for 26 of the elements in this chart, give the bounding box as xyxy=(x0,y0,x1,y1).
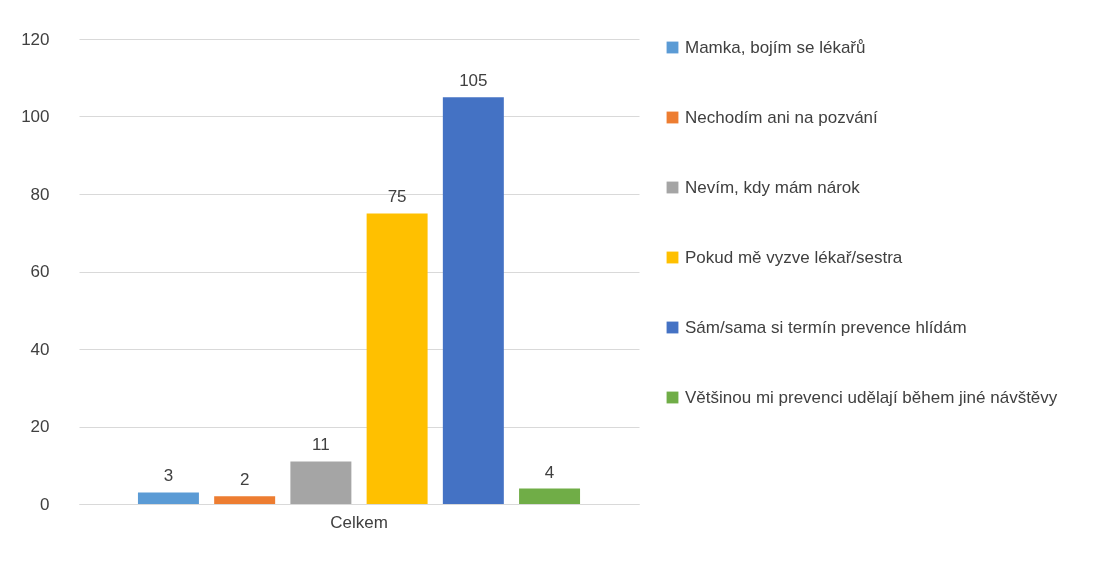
bar xyxy=(442,97,504,504)
y-tick-label: 0 xyxy=(40,494,50,514)
y-tick-label: 80 xyxy=(30,184,50,204)
y-tick-label: 100 xyxy=(21,107,50,126)
data-label: 4 xyxy=(544,462,555,482)
legend-label: Nechodím ani na pozvání xyxy=(685,107,879,127)
legend-label: Sám/sama si termín prevence hlídám xyxy=(685,317,967,337)
legend-label: Mamka, bojím se lékařů xyxy=(685,37,866,57)
legend-label: Většinou mi prevenci udělají během jiné návštěvy xyxy=(685,387,1058,407)
y-tick-label: 60 xyxy=(30,262,50,281)
bar xyxy=(519,488,581,504)
data-label: 3 xyxy=(163,466,174,486)
legend-label: Pokud mě vyzve lékař/sestra xyxy=(685,247,903,267)
bar xyxy=(290,461,352,504)
data-label: 105 xyxy=(459,71,488,91)
data-label: 75 xyxy=(387,187,407,207)
legend-label: Nevím, kdy mám nárok xyxy=(685,177,861,197)
data-label: 11 xyxy=(312,435,330,455)
bar xyxy=(214,496,276,504)
bar xyxy=(366,213,428,504)
y-tick-label: 20 xyxy=(30,417,50,436)
data-label: 2 xyxy=(239,470,250,490)
y-tick-label: 120 xyxy=(21,29,50,49)
x-tick-label: Celkem xyxy=(330,512,388,532)
y-tick-label: 40 xyxy=(30,339,50,359)
bar xyxy=(137,492,199,504)
